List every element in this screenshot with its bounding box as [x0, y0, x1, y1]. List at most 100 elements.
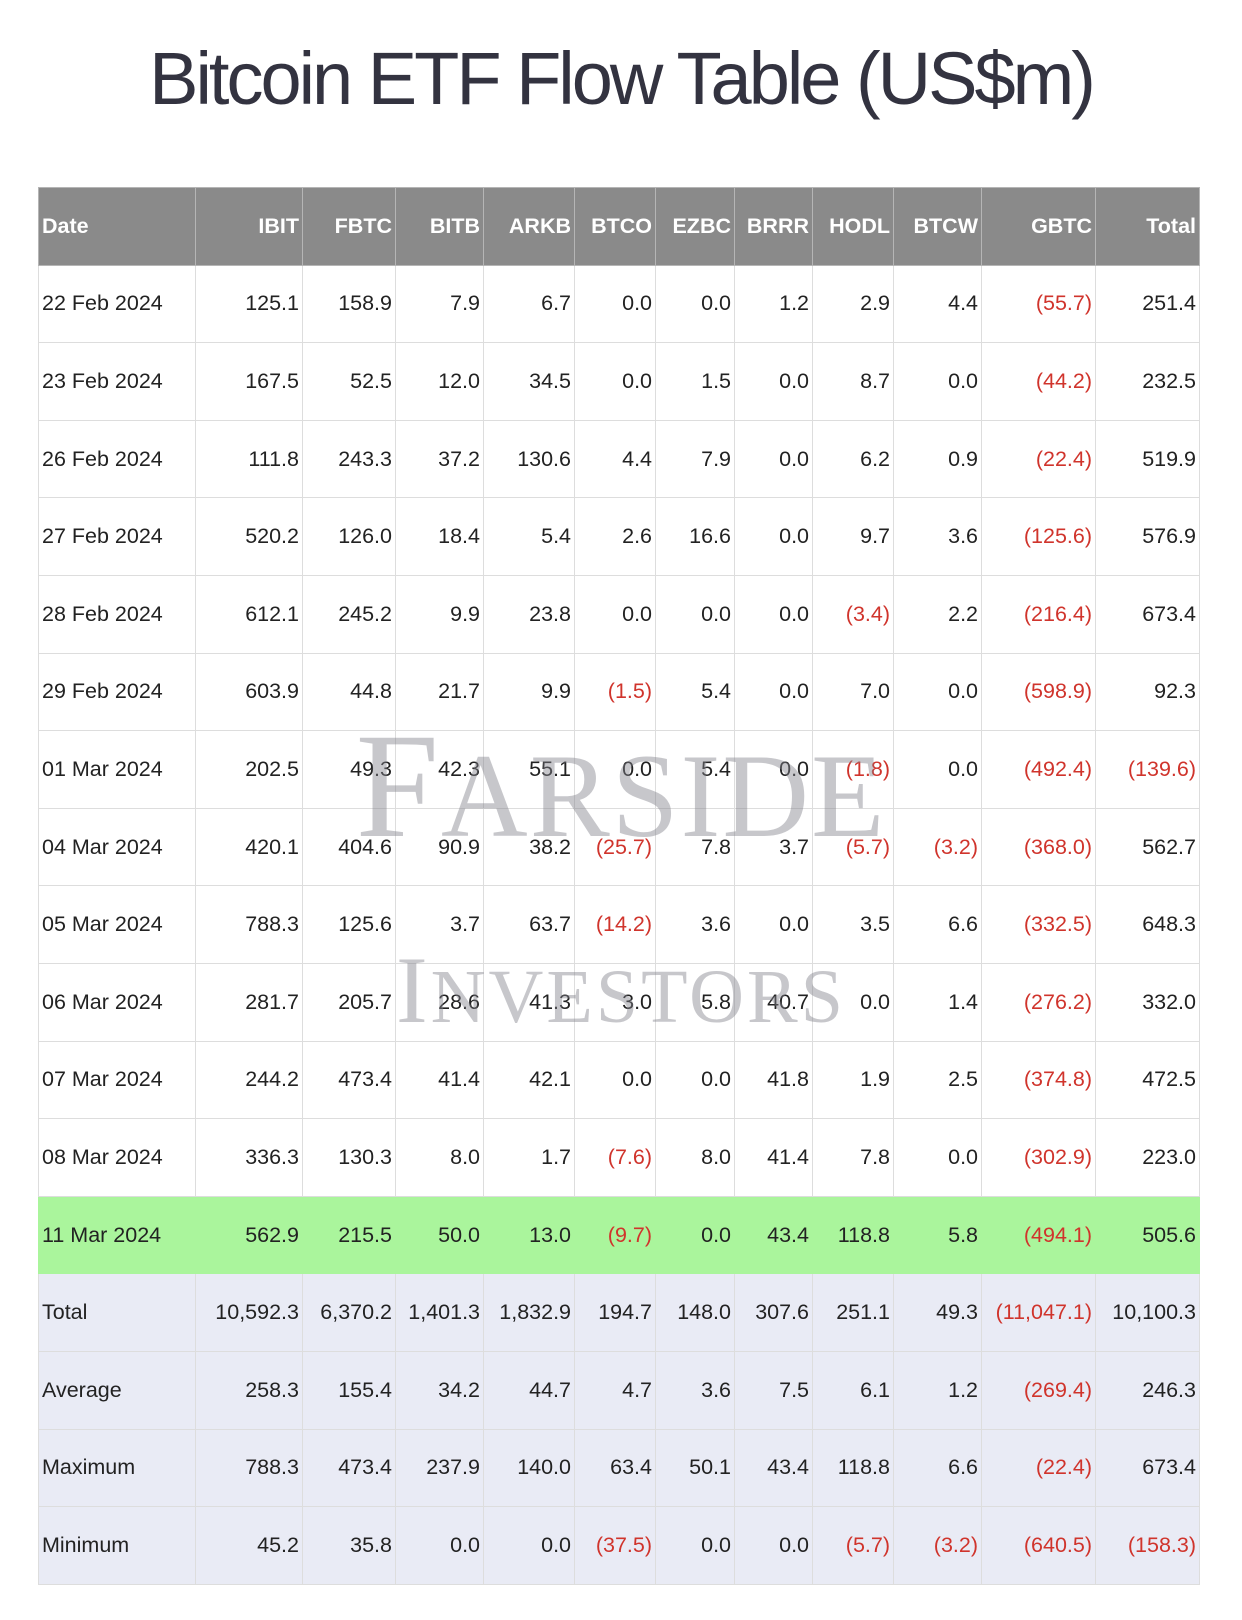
cell: 648.3 [1095, 885, 1200, 964]
cell: 0.0 [574, 1040, 656, 1120]
cell: 10,100.3 [1095, 1273, 1200, 1352]
cell: 41.8 [734, 1040, 813, 1120]
cell: (37.5) [574, 1506, 656, 1585]
cell: 0.0 [893, 1118, 982, 1197]
cell: 118.8 [812, 1195, 894, 1275]
row-label: 04 Mar 2024 [38, 807, 196, 887]
cell: 4.4 [574, 419, 656, 499]
cell: 111.8 [195, 419, 303, 499]
cell: 0.0 [574, 574, 656, 654]
cell: (3.2) [893, 1506, 982, 1585]
cell: 505.6 [1095, 1195, 1200, 1275]
cell: (22.4) [981, 1428, 1096, 1508]
cell: 473.4 [302, 1040, 396, 1120]
cell: 155.4 [302, 1350, 396, 1430]
cell: 0.0 [655, 1195, 735, 1275]
cell: 41.4 [395, 1040, 484, 1120]
cell: 307.6 [734, 1273, 813, 1352]
cell: 49.3 [893, 1273, 982, 1352]
cell: 167.5 [195, 342, 303, 421]
cell: 603.9 [195, 652, 303, 732]
data-row: 06 Mar 2024 281.7 205.7 28.6 41.3 3.0 5.8 40.7 0… [38, 962, 1200, 1042]
cell: 215.5 [302, 1195, 396, 1275]
cell: 562.7 [1095, 807, 1200, 887]
cell: 404.6 [302, 807, 396, 887]
cell: 18.4 [395, 497, 484, 576]
cell: 0.0 [574, 264, 656, 344]
cell: 92.3 [1095, 652, 1200, 732]
cell: 1.9 [812, 1040, 894, 1120]
cell: 472.5 [1095, 1040, 1200, 1120]
cell: 34.2 [395, 1350, 484, 1430]
row-label: Maximum [38, 1428, 196, 1508]
cell: (5.7) [812, 807, 894, 887]
row-label: 06 Mar 2024 [38, 962, 196, 1042]
cell: 16.6 [655, 497, 735, 576]
cell: 4.4 [893, 264, 982, 344]
cell: 118.8 [812, 1428, 894, 1508]
cell: 0.0 [734, 1506, 813, 1585]
cell: 5.4 [483, 497, 575, 576]
row-label: 22 Feb 2024 [38, 264, 196, 344]
cell: 50.1 [655, 1428, 735, 1508]
row-label: 08 Mar 2024 [38, 1118, 196, 1197]
cell: 45.2 [195, 1506, 303, 1585]
cell: 126.0 [302, 497, 396, 576]
row-label: 27 Feb 2024 [38, 497, 196, 576]
cell: 3.5 [812, 885, 894, 964]
column-header: HODL [812, 187, 894, 266]
cell: 1.7 [483, 1118, 575, 1197]
cell: 332.0 [1095, 962, 1200, 1042]
row-label: 26 Feb 2024 [38, 419, 196, 499]
cell: 44.8 [302, 652, 396, 732]
cell: 7.8 [812, 1118, 894, 1197]
cell: 1.5 [655, 342, 735, 421]
cell: 5.8 [655, 962, 735, 1042]
cell: 40.7 [734, 962, 813, 1042]
summary-row: Average 258.3 155.4 34.2 44.7 4.7 3.6 7.5 6.1 1.2… [38, 1350, 1200, 1430]
cell: 52.5 [302, 342, 396, 421]
header-row: Date IBIT FBTC BITB ARKB BTCO EZBC BRRR HODL BTCW… [38, 187, 1200, 266]
summary-row: Maximum 788.3 473.4 237.9 140.0 63.4 50.1 43.4 1… [38, 1428, 1200, 1508]
cell: 3.7 [734, 807, 813, 887]
cell: 12.0 [395, 342, 484, 421]
cell: 3.6 [655, 1350, 735, 1430]
data-row: 29 Feb 2024 603.9 44.8 21.7 9.9 (1.5) 5.4 0.0 7.… [38, 652, 1200, 732]
cell: 473.4 [302, 1428, 396, 1508]
data-row: 08 Mar 2024 336.3 130.3 8.0 1.7 (7.6) 8.0 41.4 7… [38, 1118, 1200, 1197]
cell: 7.5 [734, 1350, 813, 1430]
cell: (14.2) [574, 885, 656, 964]
title: Bitcoin ETF Flow Table (US$m) [149, 37, 1096, 120]
cell: 258.3 [195, 1350, 303, 1430]
cell: 37.2 [395, 419, 484, 499]
cell: 42.1 [483, 1040, 575, 1120]
cell: 246.3 [1095, 1350, 1200, 1430]
cell: 4.7 [574, 1350, 656, 1430]
cell: 0.0 [655, 574, 735, 654]
cell: 2.9 [812, 264, 894, 344]
cell: 7.8 [655, 807, 735, 887]
cell: 9.7 [812, 497, 894, 576]
table-summary: Total 10,592.3 6,370.2 1,401.3 1,832.9 194.7 1… [38, 1273, 1200, 1585]
data-row: 28 Feb 2024 612.1 245.2 9.9 23.8 0.0 0.0 0.0 (3.… [38, 574, 1200, 654]
cell: 0.0 [734, 652, 813, 732]
table-body: 22 Feb 2024 125.1 158.9 7.9 6.7 0.0 0.0 1.2 2.9 4… [38, 264, 1200, 1275]
cell: 6.7 [483, 264, 575, 344]
cell: 125.1 [195, 264, 303, 344]
cell: 244.2 [195, 1040, 303, 1120]
row-label: 01 Mar 2024 [38, 730, 196, 809]
column-header: ARKB [483, 187, 575, 266]
cell: 130.6 [483, 419, 575, 499]
summary-row: Minimum 45.2 35.8 0.0 0.0 (37.5) 0.0 0.0 (5.7) (3… [38, 1506, 1200, 1585]
row-label: 29 Feb 2024 [38, 652, 196, 732]
cell: 3.6 [893, 497, 982, 576]
data-row: 22 Feb 2024 125.1 158.9 7.9 6.7 0.0 0.0 1.2 2.9 4… [38, 264, 1200, 344]
cell: 205.7 [302, 962, 396, 1042]
cell: (3.2) [893, 807, 982, 887]
cell: (368.0) [981, 807, 1096, 887]
column-header: Total [1095, 187, 1200, 266]
cell: 34.5 [483, 342, 575, 421]
cell: 237.9 [395, 1428, 484, 1508]
cell: 0.0 [574, 730, 656, 809]
